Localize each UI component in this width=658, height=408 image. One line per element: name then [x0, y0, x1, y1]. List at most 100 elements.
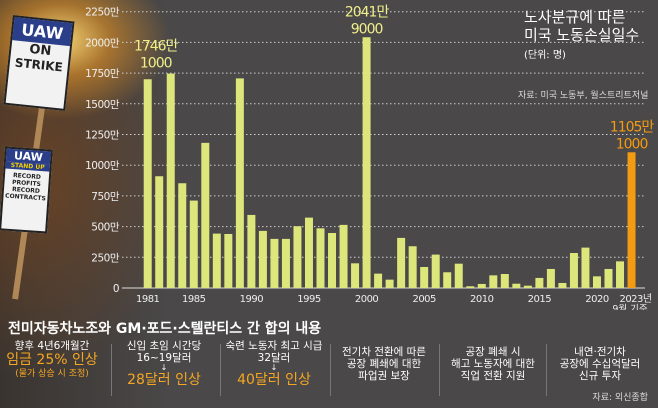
bar-2001 [374, 273, 383, 288]
bar-2007 [443, 272, 452, 288]
column-divider [546, 344, 547, 396]
bar-1995 [304, 217, 313, 288]
bar-2023 [627, 152, 636, 288]
bar-1991 [258, 230, 267, 288]
x-tick-label: 2010 [470, 294, 494, 305]
bottom-source: 자료: 외신종합 [592, 393, 648, 403]
item-line: 직업 전환 지원 [460, 370, 526, 382]
bar-2010 [477, 283, 486, 288]
y-tick-label: 500만 [91, 222, 120, 234]
x-tick-label: 1985 [182, 294, 206, 305]
annotation-label: 1000 [140, 56, 172, 72]
item-highlight: 28달러 인상 [127, 372, 201, 388]
y-tick-label: 1500만 [85, 99, 120, 111]
bar-2013 [512, 283, 521, 288]
item-line: 공장에 수십억달러 [559, 358, 641, 370]
agreement-item: 전기차 전환에 따른 공장 폐쇄에 대한 파업권 보장 [330, 340, 438, 404]
title-line: 노사분규에 따른 [524, 8, 626, 26]
bar-1987 [212, 233, 221, 288]
item-line: 전기차 전환에 따른 [342, 346, 426, 358]
y-tick-label: 1000만 [85, 160, 120, 172]
bar-2012 [500, 274, 509, 288]
y-tick-label: 1250만 [85, 130, 120, 142]
column-divider [330, 344, 331, 396]
bar-1997 [328, 232, 337, 288]
bar-2000 [362, 37, 371, 288]
bar-1998 [339, 224, 348, 288]
bar-1983 [166, 73, 175, 288]
bar-1981 [143, 79, 152, 289]
unit-label: (단위: 명) [524, 50, 566, 61]
item-line: ↓ [270, 363, 278, 372]
bar-2019 [581, 247, 590, 288]
y-tick-label: 250만 [91, 252, 120, 264]
bar-2015 [535, 277, 544, 288]
agreement-item: 숙련 노동자 최고 시급 32달러 ↓ 40달러 인상 [220, 340, 328, 398]
bar-1986 [201, 142, 210, 288]
x-tick-label: 2020 [585, 294, 609, 305]
x-tick-label: 2023년 [619, 293, 651, 305]
bar-2003 [397, 237, 406, 288]
item-line: 16~19달러 [136, 352, 192, 364]
y-tick-label: 750만 [91, 191, 120, 203]
y-tick-label: 2000만 [85, 37, 120, 49]
y-tick-label: 1750만 [85, 68, 120, 80]
item-line: 숙련 노동자 최고 시급 [225, 340, 323, 352]
title-line: 미국 노동손실일수 [524, 26, 640, 44]
x-tick-label: 2005 [412, 294, 436, 305]
x-tick-label: 1990 [240, 294, 264, 305]
bar-1984 [178, 183, 187, 288]
item-line: 32달러 [257, 352, 291, 364]
bar-1990 [247, 214, 256, 288]
bar-chart: 0 250만 500만 750만 1000만 1250만 1500만 1750만 2000만 22… [85, 4, 655, 310]
bar-2005 [420, 267, 429, 288]
item-highlight: 임금 25% 인상 [6, 352, 98, 368]
bar-2018 [569, 253, 578, 288]
bar-1993 [281, 238, 290, 288]
agreement-columns: 향후 4년6개월간 임금 25% 인상 (물가 상승 시 조정) 신입 초임 시간당 1… [0, 340, 658, 398]
agreement-title: 전미자동차노조와 GM·포드·스텔란티스 간 합의 내용 [8, 321, 322, 337]
bar-2021 [604, 268, 613, 288]
y-tick-label: 0 [113, 283, 119, 295]
bar-2004 [408, 246, 417, 288]
bar-2008 [454, 263, 463, 288]
item-line: 해고 노동자에 대한 [451, 358, 535, 370]
item-note: (물가 상승 시 조정) [15, 369, 89, 379]
source-label: 자료: 미국 노동부, 월스트리트저널 [518, 91, 649, 101]
item-line: 내연·전기차 [574, 346, 626, 358]
bar-1996 [316, 228, 325, 288]
x-tick-label: 2015 [528, 294, 552, 305]
bar-1994 [293, 226, 302, 288]
item-line: 향후 4년6개월간 [14, 340, 90, 352]
annotation-label: 1000 [616, 136, 648, 152]
item-line: 신입 초임 시간당 [126, 340, 202, 352]
bar-1988 [224, 233, 233, 288]
annotation-label: 1746만 [134, 39, 179, 55]
y-tick-label: 2250만 [85, 7, 120, 19]
bar-2020 [592, 276, 601, 288]
bar-2011 [489, 275, 498, 288]
item-line: 파업권 보장 [358, 370, 410, 382]
agreement-item: 향후 4년6개월간 임금 25% 인상 (물가 상승 시 조정) [0, 340, 106, 398]
item-line: ↓ [160, 363, 168, 372]
bar-1999 [351, 263, 360, 288]
bar-2017 [558, 282, 567, 288]
agreement-item: 신입 초임 시간당 16~19달러 ↓ 28달러 인상 [110, 340, 218, 398]
bar-1985 [189, 200, 198, 288]
x-note: 9월 기준 [612, 303, 648, 310]
x-tick-label: 1981 [136, 294, 160, 305]
chart-title: 노사분규에 따른 미국 노동손실일수 [524, 8, 639, 44]
bar-2016 [546, 268, 555, 288]
bar-1982 [155, 176, 164, 288]
item-line: 신규 투자 [579, 370, 621, 382]
bar-2009 [466, 286, 475, 288]
x-tick-label: 2000 [355, 294, 379, 305]
bar-2002 [385, 279, 394, 288]
annotation-label: 9000 [351, 21, 383, 37]
x-tick-label: 1995 [297, 294, 321, 305]
bar-2006 [431, 254, 440, 288]
annotation-label: 2041만 [345, 4, 390, 20]
item-line: 공장 폐쇄 시 [465, 346, 521, 358]
bar-2022 [616, 261, 625, 288]
